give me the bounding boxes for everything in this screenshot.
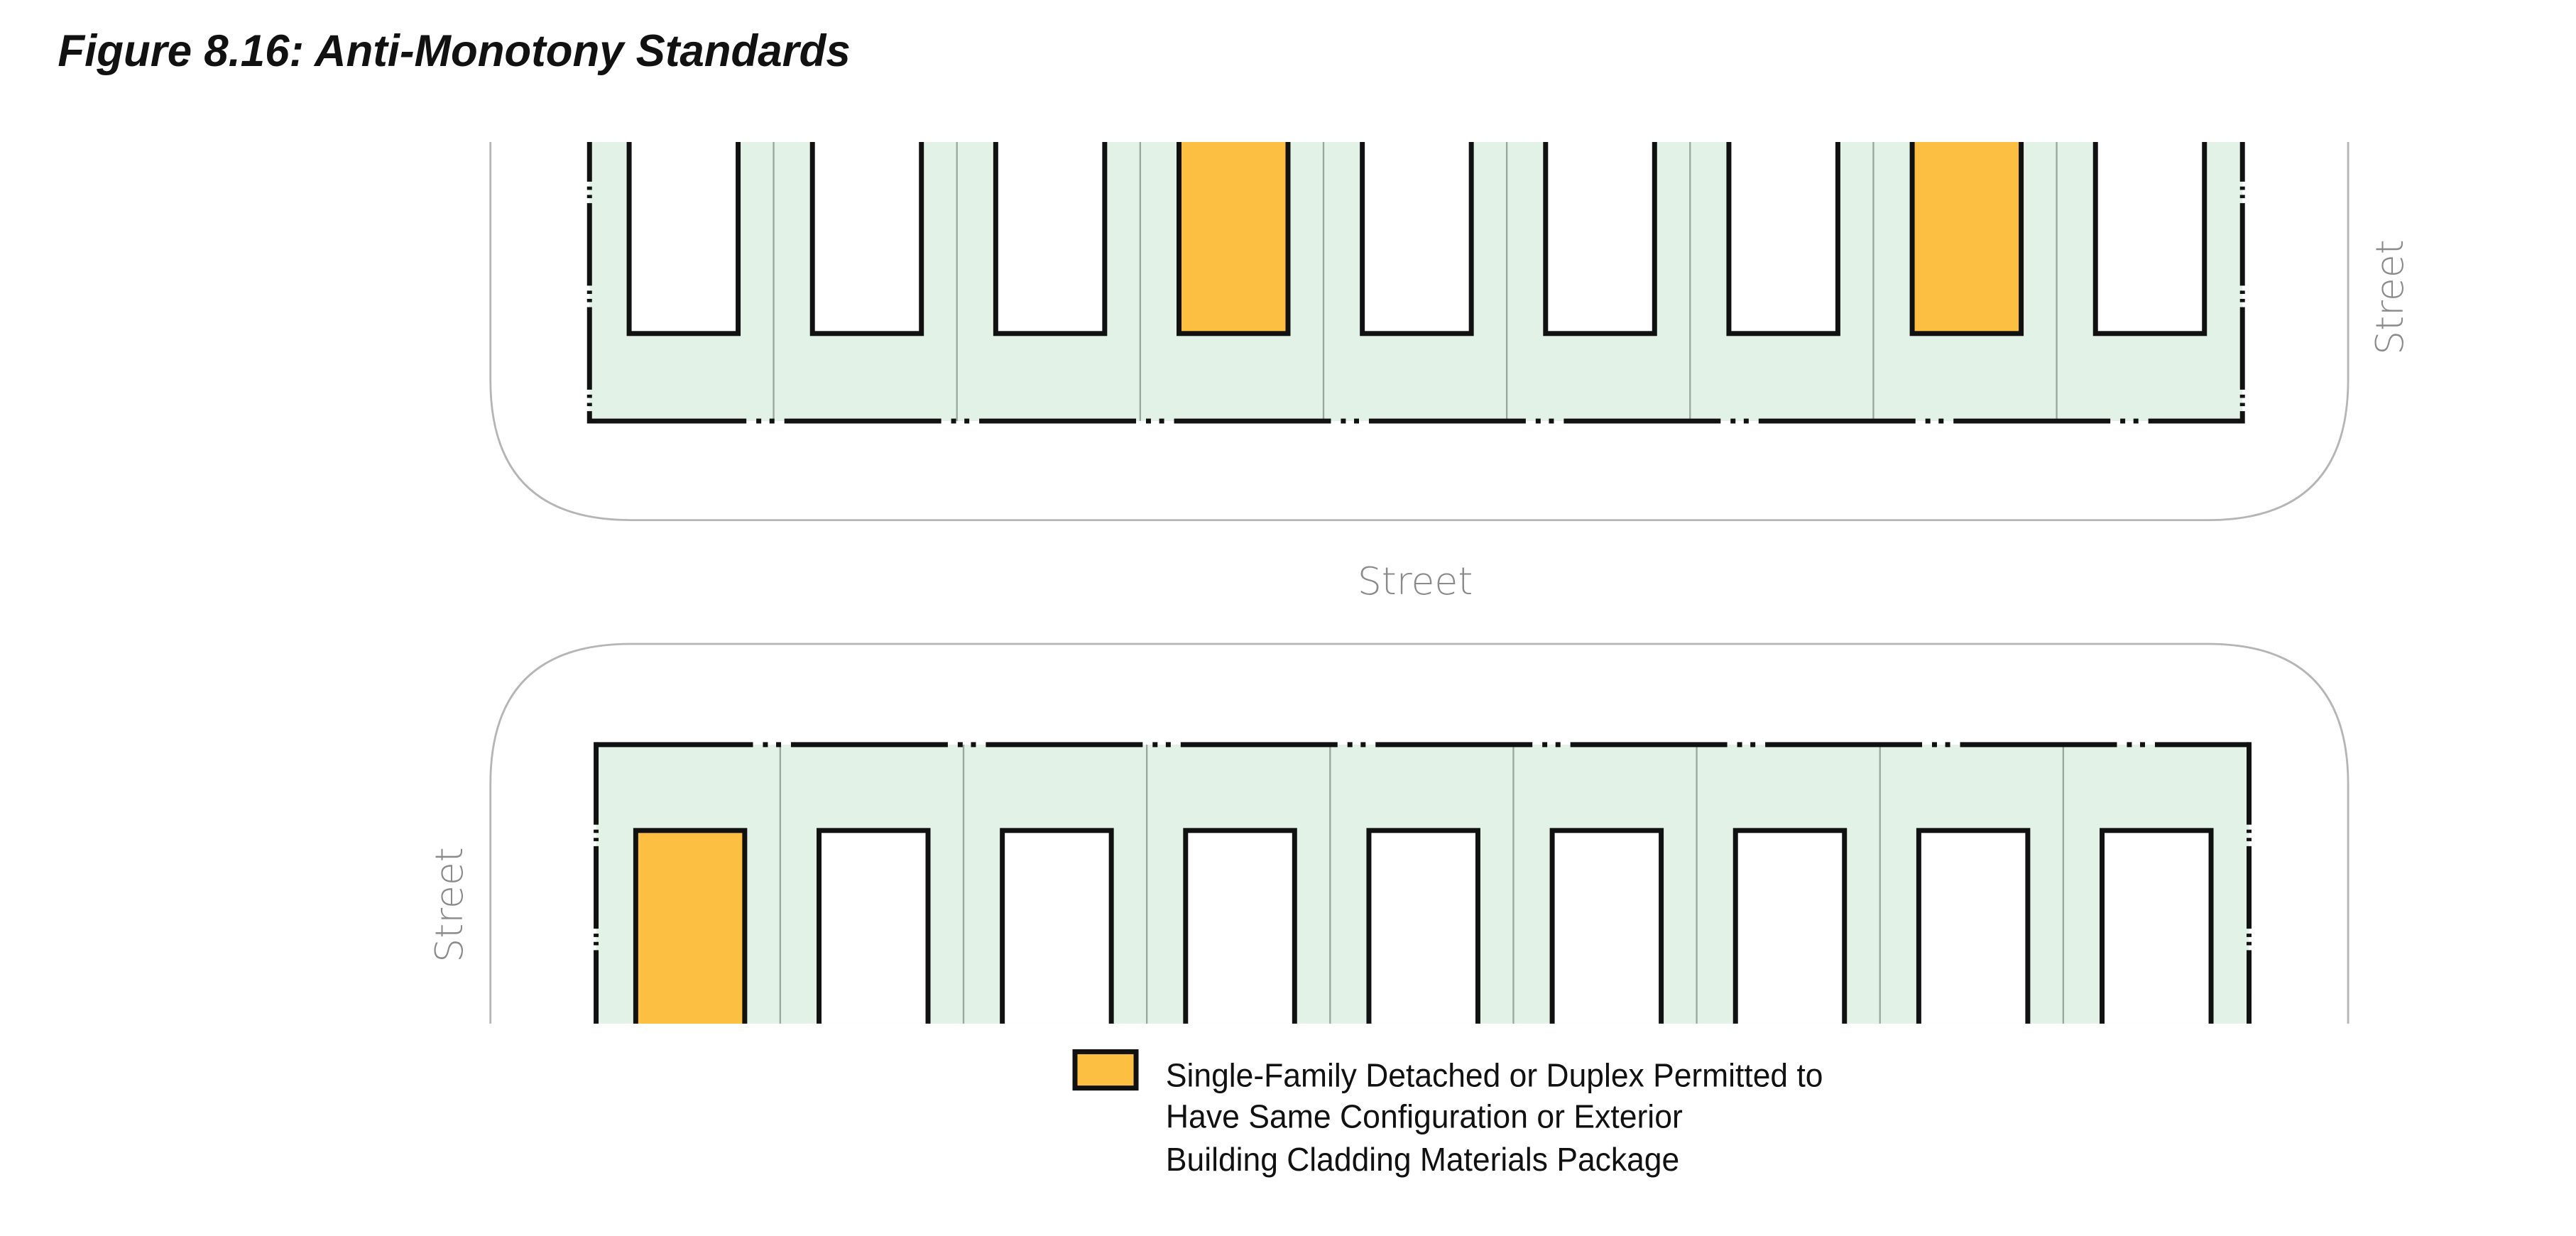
legend-swatch <box>1072 1049 1139 1091</box>
house <box>817 828 931 1024</box>
house <box>1909 142 2024 337</box>
house <box>1360 142 1474 337</box>
house <box>1726 142 1840 337</box>
bottom-block <box>489 642 2349 1024</box>
legend-text: Building Cladding Materials Package <box>1166 1141 1679 1178</box>
top-block <box>489 142 2349 521</box>
house <box>1183 828 1297 1024</box>
street-label: Street <box>427 847 471 962</box>
house <box>2100 828 2214 1024</box>
street-label: Street <box>1358 559 1473 603</box>
house <box>2092 142 2207 337</box>
house <box>1543 142 1657 337</box>
legend-text: Have Same Configuration or Exterior <box>1166 1098 1683 1134</box>
house <box>1366 828 1480 1024</box>
figure-title: Figure 8.16: Anti-Monotony Standards <box>58 26 850 76</box>
street-outline <box>489 142 2349 521</box>
house <box>1000 828 1114 1024</box>
house <box>626 142 741 337</box>
house <box>809 142 924 337</box>
house <box>1732 828 1848 1024</box>
street-outline <box>489 642 2349 1024</box>
house <box>1177 142 1291 337</box>
house <box>633 828 748 1024</box>
house <box>1916 828 2031 1024</box>
house <box>1549 828 1664 1024</box>
legend-text: Single-Family Detached or Duplex Permitt… <box>1166 1056 1823 1093</box>
street-label: Street <box>2367 239 2412 354</box>
house <box>993 142 1108 337</box>
